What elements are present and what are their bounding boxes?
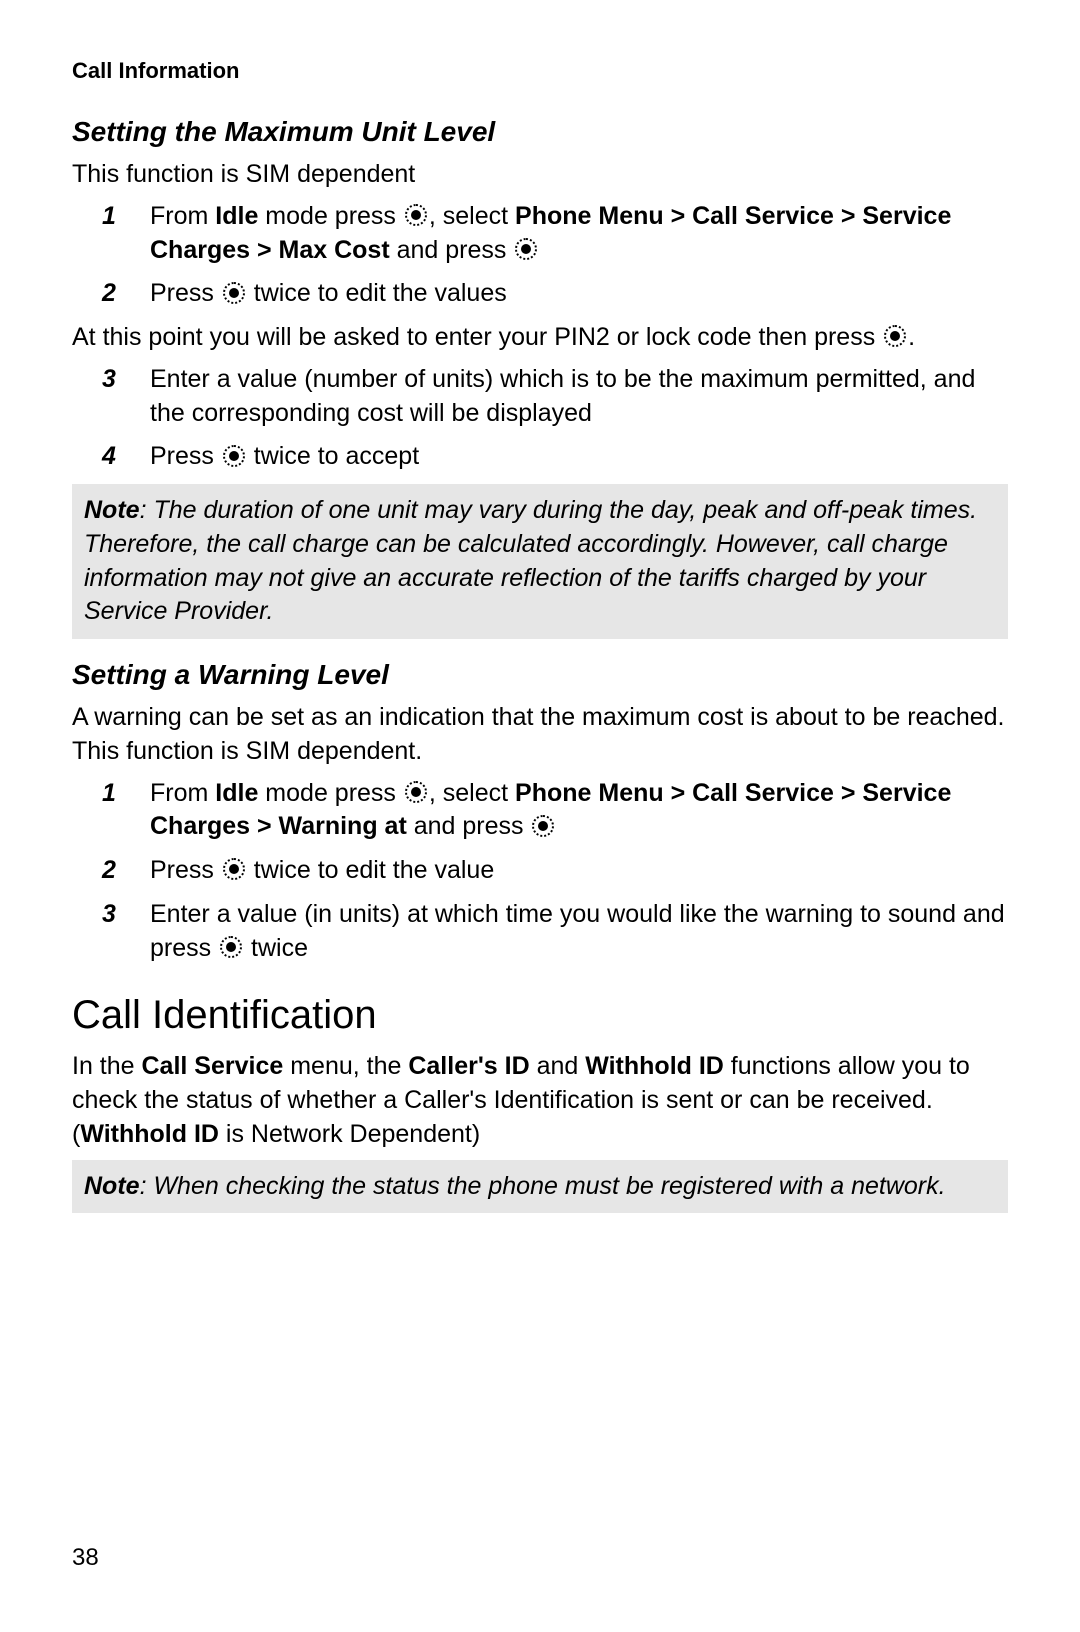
nav-button-icon (223, 445, 245, 467)
section-title-warning: Setting a Warning Level (72, 659, 1008, 691)
step-item: 2 Press twice to edit the value (102, 854, 1008, 888)
note-label: Note (84, 496, 140, 524)
bold-text: Withhold ID (80, 1120, 219, 1148)
main-title-call-id: Call Identification (72, 993, 1008, 1038)
step-item: 1 From Idle mode press , select Phone Me… (102, 777, 1008, 845)
text: mode press (258, 202, 403, 230)
bold-text: Call Service (142, 1052, 284, 1080)
step-number: 3 (102, 363, 150, 431)
text: , select (429, 202, 515, 230)
text: Press (150, 442, 221, 470)
nav-button-icon (220, 936, 242, 958)
text: mode press (258, 779, 403, 807)
nav-button-icon (884, 325, 906, 347)
intro-text: A warning can be set as an indication th… (72, 701, 1008, 769)
note-label: Note (84, 1172, 140, 1200)
step-list-1b: 3 Enter a value (number of units) which … (72, 363, 1008, 474)
text: twice (244, 934, 308, 962)
step-item: 2 Press twice to edit the values (102, 277, 1008, 311)
text: , select (429, 779, 515, 807)
step-content: From Idle mode press , select Phone Menu… (150, 200, 1008, 268)
bold-text: Idle (215, 202, 258, 230)
text: is Network Dependent) (219, 1120, 480, 1148)
text: From (150, 202, 215, 230)
step-item: 4 Press twice to accept (102, 440, 1008, 474)
text: Press (150, 279, 221, 307)
text: At this point you will be asked to enter… (72, 323, 882, 351)
bold-text: Caller's ID (408, 1052, 529, 1080)
section-title-max-unit: Setting the Maximum Unit Level (72, 116, 1008, 148)
bold-text: Withhold ID (585, 1052, 724, 1080)
step-number: 3 (102, 898, 150, 966)
step-content: Press twice to edit the values (150, 277, 1008, 311)
bold-text: Idle (215, 779, 258, 807)
text: In the (72, 1052, 142, 1080)
text: and (530, 1052, 586, 1080)
nav-button-icon (223, 282, 245, 304)
step-item: 3 Enter a value (number of units) which … (102, 363, 1008, 431)
text: menu, the (283, 1052, 408, 1080)
body-text: At this point you will be asked to enter… (72, 321, 1008, 355)
step-item: 1 From Idle mode press , select Phone Me… (102, 200, 1008, 268)
text: and press (407, 812, 531, 840)
step-content: Press twice to accept (150, 440, 1008, 474)
step-list-1: 1 From Idle mode press , select Phone Me… (72, 200, 1008, 311)
step-list-2: 1 From Idle mode press , select Phone Me… (72, 777, 1008, 966)
page-header: Call Information (72, 58, 1008, 84)
step-number: 1 (102, 200, 150, 268)
step-number: 2 (102, 854, 150, 888)
step-number: 1 (102, 777, 150, 845)
body-text: In the Call Service menu, the Caller's I… (72, 1050, 1008, 1151)
step-content: Press twice to edit the value (150, 854, 1008, 888)
note-box: Note: The duration of one unit may vary … (72, 484, 1008, 639)
step-content: Enter a value (number of units) which is… (150, 363, 1008, 431)
nav-button-icon (405, 204, 427, 226)
note-text: : The duration of one unit may vary duri… (84, 496, 977, 625)
nav-button-icon (405, 781, 427, 803)
nav-button-icon (223, 858, 245, 880)
nav-button-icon (515, 238, 537, 260)
step-number: 2 (102, 277, 150, 311)
text: . (908, 323, 915, 351)
text: twice to edit the values (247, 279, 507, 307)
intro-text: This function is SIM dependent (72, 158, 1008, 192)
step-content: Enter a value (in units) at which time y… (150, 898, 1008, 966)
note-text: : When checking the status the phone mus… (140, 1172, 946, 1200)
text: From (150, 779, 215, 807)
step-content: From Idle mode press , select Phone Menu… (150, 777, 1008, 845)
note-box: Note: When checking the status the phone… (72, 1160, 1008, 1214)
text: twice to accept (247, 442, 419, 470)
page-number: 38 (72, 1544, 99, 1572)
nav-button-icon (532, 815, 554, 837)
step-number: 4 (102, 440, 150, 474)
text: twice to edit the value (247, 856, 494, 884)
text: and press (390, 236, 514, 264)
step-item: 3 Enter a value (in units) at which time… (102, 898, 1008, 966)
text: Press (150, 856, 221, 884)
